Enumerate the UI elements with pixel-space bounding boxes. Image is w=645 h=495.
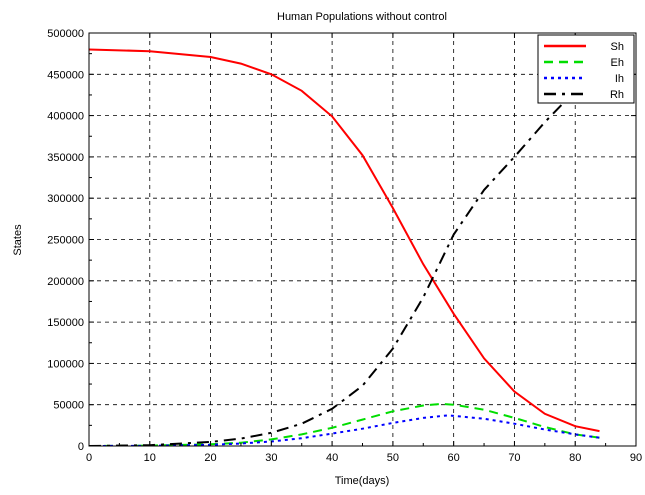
x-tick-labels: 0 10 20 30 40 50 60 70 80 90 bbox=[86, 452, 642, 464]
x-axis-label: Time(days) bbox=[335, 475, 390, 487]
y-axis-label: States bbox=[12, 224, 24, 256]
axis-ticks bbox=[88, 32, 637, 447]
y-tick-label: 450000 bbox=[47, 69, 84, 81]
y-tick-label: 200000 bbox=[47, 276, 84, 288]
y-tick-labels: 0 50000 100000 150000 200000 250000 300000 3500… bbox=[47, 28, 84, 453]
x-tick-label: 90 bbox=[630, 452, 642, 464]
x-tick-label: 40 bbox=[326, 452, 338, 464]
y-tick-label: 250000 bbox=[47, 235, 84, 247]
x-tick-label: 20 bbox=[204, 452, 216, 464]
x-tick-label: 0 bbox=[86, 452, 92, 464]
y-tick-label: 50000 bbox=[53, 400, 84, 412]
chart-title: Human Populations without control bbox=[277, 11, 447, 23]
x-tick-label: 60 bbox=[448, 452, 460, 464]
y-tick-label: 100000 bbox=[47, 358, 84, 370]
y-tick-label: 0 bbox=[78, 441, 84, 453]
legend-label-sh: Sh bbox=[611, 41, 624, 53]
legend-label-eh: Eh bbox=[611, 57, 624, 69]
y-tick-label: 400000 bbox=[47, 111, 84, 123]
legend: Sh Eh Ih Rh bbox=[537, 34, 635, 104]
x-tick-label: 10 bbox=[144, 452, 156, 464]
y-tick-label: 300000 bbox=[47, 193, 84, 205]
y-tick-label: 500000 bbox=[47, 28, 84, 40]
series-line-sh bbox=[89, 48, 600, 433]
legend-label-ih: Ih bbox=[615, 73, 624, 85]
x-tick-label: 50 bbox=[387, 452, 399, 464]
series-lines bbox=[89, 48, 600, 446]
x-tick-label: 70 bbox=[508, 452, 520, 464]
y-tick-label: 350000 bbox=[47, 152, 84, 164]
x-tick-label: 80 bbox=[569, 452, 581, 464]
legend-label-rh: Rh bbox=[610, 89, 624, 101]
x-tick-label: 30 bbox=[265, 452, 277, 464]
series-line-ih bbox=[89, 414, 600, 446]
y-tick-label: 150000 bbox=[47, 317, 84, 329]
series-line-rh bbox=[89, 81, 588, 446]
